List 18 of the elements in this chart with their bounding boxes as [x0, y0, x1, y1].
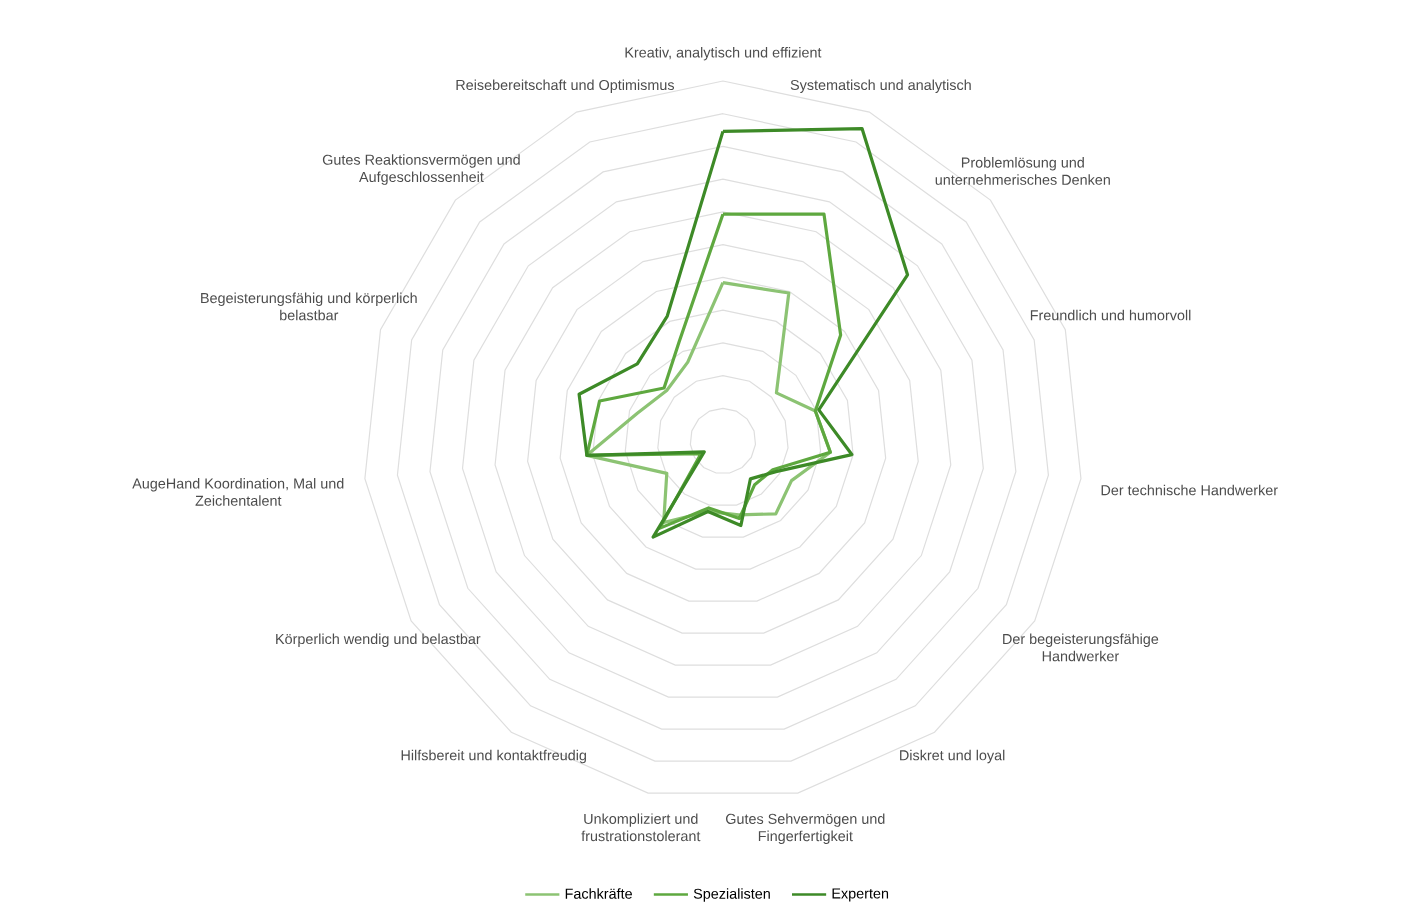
spoke-label: Diskret und loyal	[900, 749, 1005, 764]
spoke-label: Kreativ, analytisch und effizient	[625, 46, 822, 61]
spoke-label: Der technische Handwerker	[1101, 484, 1278, 496]
spoke-label: Gutes Sehvermögen und Fingerfertigkeit	[725, 813, 885, 844]
spoke-label: AugeHand Koordination, Mal und Zeichentalent	[132, 478, 344, 506]
legend-label: Spezialisten	[693, 888, 770, 902]
spoke-label: Unkompliziert und frustrationstolerant	[581, 813, 701, 842]
spoke-label: Systematisch und analytisch	[790, 79, 971, 93]
spoke-label: Freundlich und humorvoll	[1030, 309, 1191, 321]
spoke-label: Begeisterungsfähig und körperlich belastbar	[201, 292, 417, 321]
spoke-label: Gutes Reaktionsvermögen und Aufgeschlossenheit	[322, 154, 520, 185]
spoke-label: Körperlich wendig und belastbar	[276, 633, 481, 647]
legend-label: Experten	[832, 888, 889, 902]
spoke-label: Der begeisterungsfähige Handwerker	[1003, 633, 1159, 662]
spoke-label: Hilfsbereit und kontaktfreudig	[401, 749, 586, 764]
spoke-label: Problemlösung und unternehmerisches Denken	[935, 157, 1110, 185]
legend-label: Fachkräfte	[565, 888, 632, 899]
spoke-label: Reisebereitschaft und Optimismus	[456, 79, 675, 93]
